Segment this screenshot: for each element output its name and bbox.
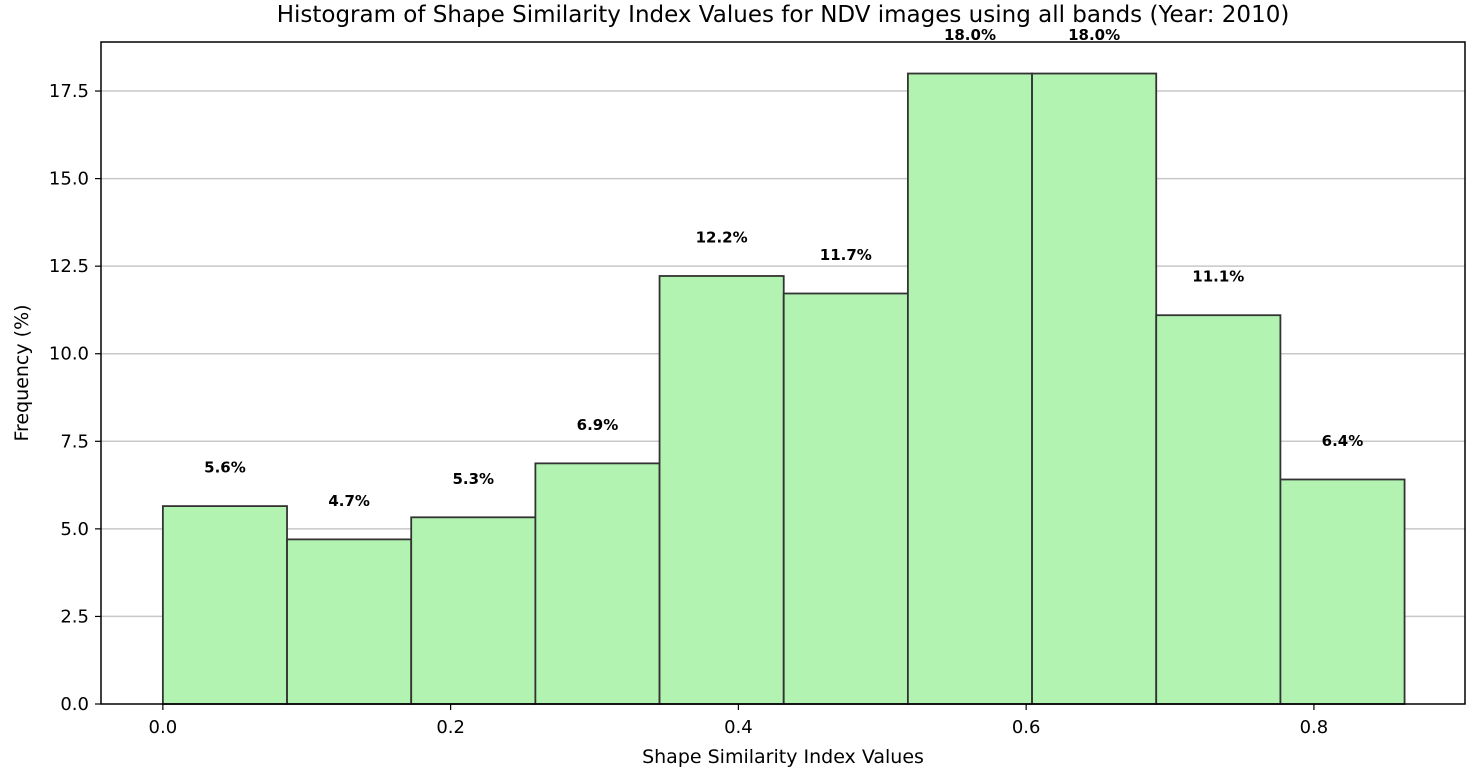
- histogram-bar: [286, 538, 413, 705]
- bar-value-labels: 5.6% 4.7% 5.3% 6.9% 12.2% 11.7% 18.0% 18.0% 11.1…: [204, 26, 1363, 510]
- y-tick-label: 12.5: [49, 256, 89, 277]
- bar-value-label: 11.1%: [1192, 268, 1244, 286]
- x-axis-ticks: 0.0 0.2 0.4 0.6 0.8: [149, 704, 1329, 738]
- bar-value-label: 18.0%: [944, 26, 996, 44]
- y-axis-ticks: 0.0 2.5 5.0 7.5 10.0 12.5 15.0 17.5: [49, 81, 101, 715]
- bar-value-label: 12.2%: [696, 228, 748, 246]
- bar-value-label: 18.0%: [1068, 26, 1120, 44]
- y-tick-label: 7.5: [60, 431, 89, 452]
- y-tick-label: 10.0: [49, 344, 89, 365]
- histogram-bar: [161, 505, 288, 705]
- bar-value-label: 5.3%: [452, 470, 494, 488]
- x-tick-label: 0.6: [1012, 717, 1041, 738]
- bar-value-label: 5.6%: [204, 459, 246, 477]
- histogram-bar: [410, 516, 537, 705]
- histogram-bar: [1279, 478, 1406, 705]
- y-tick-label: 17.5: [49, 81, 89, 102]
- histogram-bar: [534, 462, 661, 705]
- x-axis-label: Shape Similarity Index Values: [642, 746, 924, 768]
- y-axis-label: Frequency (%): [11, 304, 33, 441]
- bar-value-label: 11.7%: [820, 246, 872, 264]
- bar-value-label: 6.9%: [577, 416, 619, 434]
- histogram-bar: [906, 72, 1033, 705]
- y-tick-label: 5.0: [60, 519, 89, 540]
- histogram-bar: [782, 292, 909, 705]
- x-tick-label: 0.8: [1300, 717, 1329, 738]
- x-tick-label: 0.4: [724, 717, 753, 738]
- x-tick-label: 0.2: [436, 717, 465, 738]
- plot-frame: [100, 41, 1466, 705]
- y-tick-label: 0.0: [60, 694, 89, 715]
- bar-value-label: 4.7%: [328, 492, 370, 510]
- bar-value-label: 6.4%: [1322, 432, 1364, 450]
- histogram-bar: [1031, 72, 1158, 705]
- histogram-bar: [658, 275, 785, 705]
- bars: [161, 72, 1406, 705]
- y-tick-label: 2.5: [60, 606, 89, 627]
- x-tick-label: 0.0: [149, 717, 178, 738]
- histogram-bar: [1155, 314, 1282, 705]
- y-tick-label: 15.0: [49, 169, 89, 190]
- chart-title: Histogram of Shape Similarity Index Valu…: [277, 2, 1290, 28]
